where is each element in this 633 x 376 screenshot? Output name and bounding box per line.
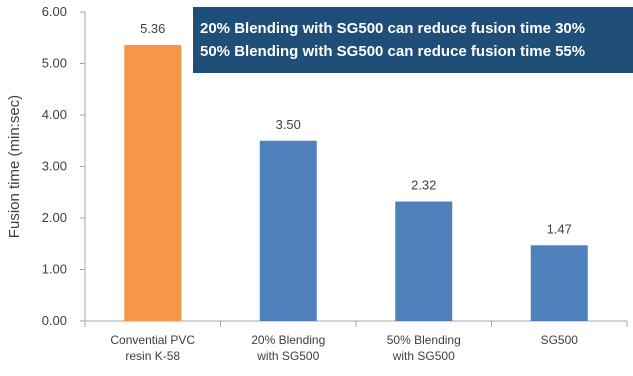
category-label: with SG500	[256, 349, 319, 363]
bar	[530, 245, 588, 321]
bar	[395, 201, 453, 321]
y-tick-label: 0.00	[42, 313, 67, 328]
data-label: 2.32	[411, 178, 436, 193]
y-tick-label: 6.00	[42, 4, 67, 19]
bar	[124, 44, 182, 322]
y-tick-label: 3.00	[42, 159, 67, 174]
category-label: with SG500	[392, 349, 455, 363]
data-label: 3.50	[276, 117, 301, 132]
data-label: 5.36	[140, 21, 165, 36]
category-label: SG500	[541, 333, 579, 347]
y-tick-label: 5.00	[42, 56, 67, 71]
data-label: 1.47	[547, 221, 572, 236]
y-tick-label: 4.00	[42, 107, 67, 122]
annotation-callout: 20% Blending with SG500 can reduce fusio…	[193, 7, 633, 73]
category-label: 20% Blending	[251, 333, 325, 347]
bar	[259, 140, 317, 321]
annotation-line-1: 20% Blending with SG500 can reduce fusio…	[200, 20, 586, 37]
y-axis-title: Fusion time (min:sec)	[6, 95, 23, 238]
category-label: Convential PVC	[110, 333, 195, 347]
y-tick-label: 2.00	[42, 210, 67, 225]
y-tick-label: 1.00	[42, 262, 67, 277]
category-label: resin K-58	[125, 349, 180, 363]
annotation-line-2: 50% Blending with SG500 can reduce fusio…	[200, 43, 586, 60]
category-label: 50% Blending	[387, 333, 461, 347]
